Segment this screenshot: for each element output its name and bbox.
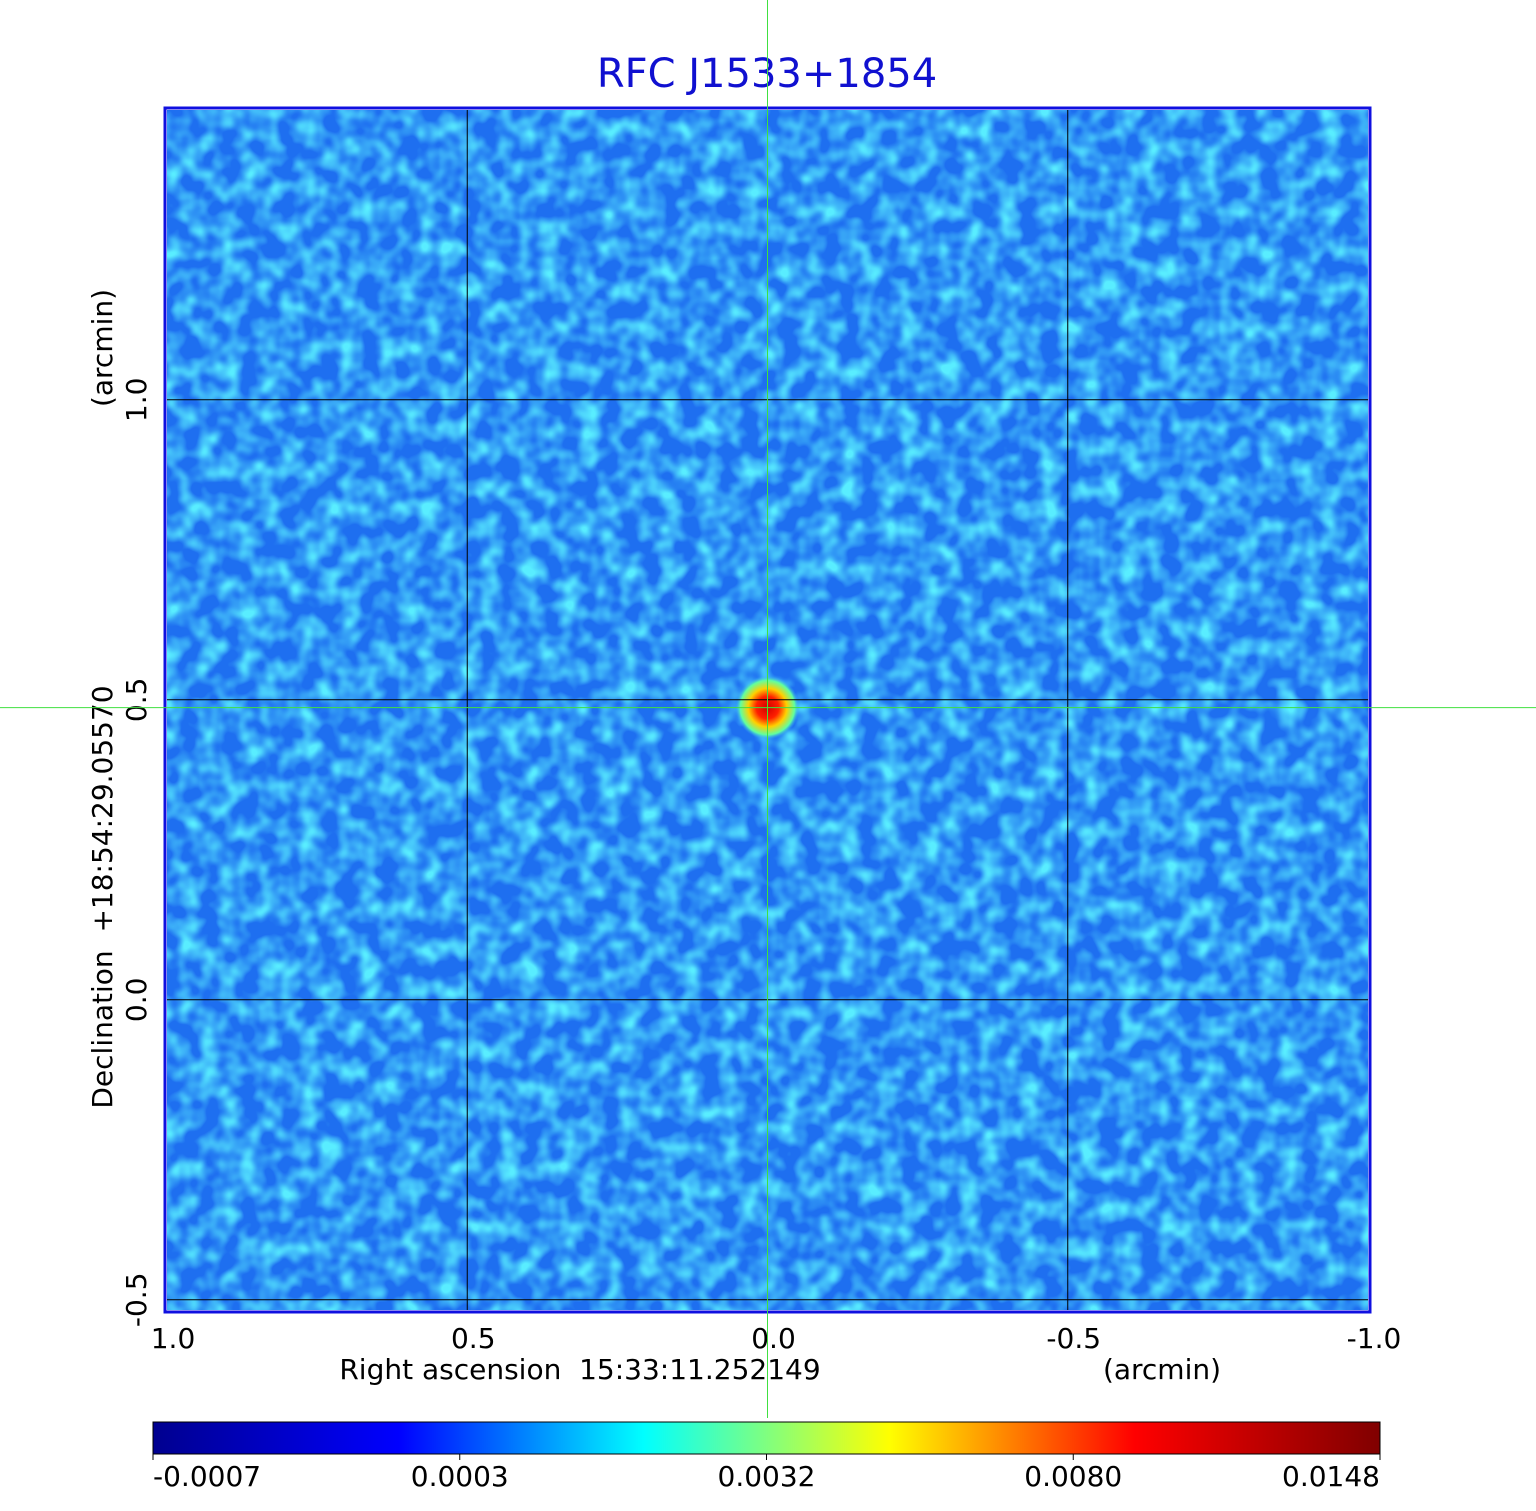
y-tick-label: 0.0 bbox=[120, 978, 153, 1023]
colorbar-tick-label: 0.0003 bbox=[411, 1460, 509, 1493]
x-tick-label: 0.5 bbox=[451, 1322, 496, 1355]
colorbar-tick-label: 0.0032 bbox=[718, 1460, 816, 1493]
x-tick-label: -1.0 bbox=[1347, 1322, 1402, 1355]
x-axis-label: Right ascension 15:33:11.252149 bbox=[339, 1353, 820, 1386]
colorbar-tick-label: 0.0148 bbox=[1282, 1460, 1380, 1493]
colorbar-tick-label: 0.0080 bbox=[1024, 1460, 1122, 1493]
x-tick-label: 1.0 bbox=[151, 1322, 196, 1355]
y-tick-label: -0.5 bbox=[120, 1272, 153, 1327]
x-tick-label: -0.5 bbox=[1046, 1322, 1101, 1355]
x-tick-label: 0.0 bbox=[751, 1322, 796, 1355]
y-axis-label: Declination +18:54:29.05570 bbox=[86, 685, 119, 1108]
y-axis-unit: (arcmin) bbox=[86, 289, 119, 407]
colorbar-tick-label: -0.0007 bbox=[153, 1460, 261, 1493]
y-tick-label: 0.5 bbox=[120, 678, 153, 723]
x-axis-unit: (arcmin) bbox=[1103, 1353, 1221, 1386]
colorbar bbox=[152, 1421, 1381, 1455]
y-tick-label: 1.0 bbox=[120, 378, 153, 423]
